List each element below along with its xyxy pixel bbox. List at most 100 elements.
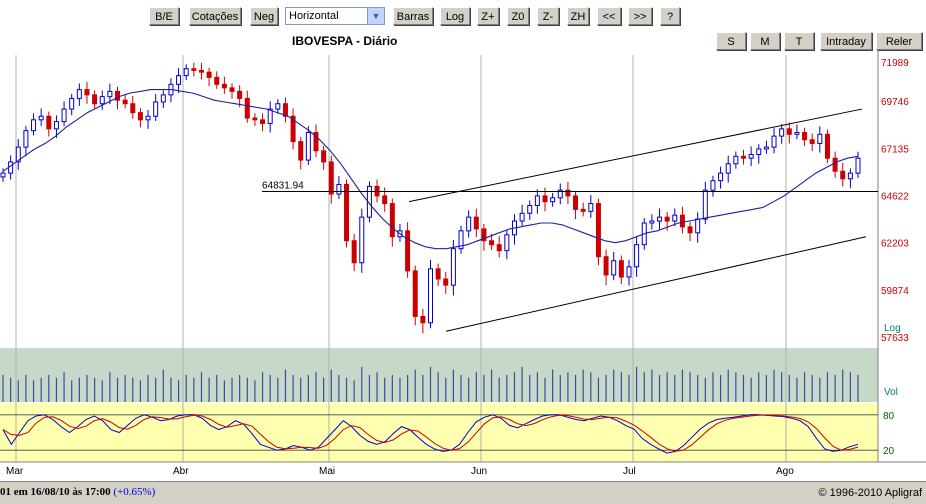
candle-body	[847, 172, 853, 180]
candle-body	[855, 157, 861, 174]
price-chart[interactable]: Mar Abr Mai Jun Jul Ago 71989 69746 67135 64622 62…	[0, 50, 926, 481]
candle-body	[69, 97, 75, 110]
candle-body	[489, 240, 495, 246]
candle-body	[176, 75, 182, 85]
candle-body	[244, 97, 250, 119]
candle-body	[428, 268, 433, 324]
candle-body	[92, 94, 98, 105]
candle-body	[15, 146, 21, 163]
channel-lower-line	[445, 236, 867, 332]
candle-body	[198, 69, 204, 73]
candle-body	[46, 115, 52, 130]
candle-body	[504, 234, 510, 252]
oscillator-tick-label: 20	[883, 446, 895, 457]
candle-body	[725, 163, 731, 174]
neg-button[interactable]: Neg	[250, 7, 278, 25]
month-label: Mar	[6, 466, 24, 477]
candle-body	[779, 128, 785, 137]
candle-body	[53, 121, 59, 130]
candle-body	[435, 268, 441, 280]
scroll-left-button[interactable]: <<	[597, 7, 621, 25]
candle-body	[237, 90, 243, 99]
candle-body	[252, 117, 258, 121]
candle-body	[122, 99, 128, 105]
orientation-select[interactable]: Horizontal ▼	[285, 7, 385, 25]
candle-body	[519, 212, 525, 222]
stochastic-d-line	[2, 414, 859, 452]
period-s-button[interactable]: S	[716, 32, 746, 50]
zoom-reset-button[interactable]: Z0	[507, 7, 529, 25]
price-tick-label: 59874	[881, 286, 909, 297]
candle-body	[282, 103, 288, 117]
log-button[interactable]: Log	[440, 7, 470, 25]
price-tick-label: 69746	[881, 97, 909, 108]
candle-body	[817, 133, 823, 144]
candle-body	[137, 112, 143, 121]
candle-body	[321, 150, 327, 163]
candle-body	[679, 214, 685, 228]
candle-body	[626, 266, 632, 278]
month-label: Mai	[319, 466, 335, 477]
candle-body	[160, 94, 166, 103]
candle-body	[191, 68, 197, 71]
candle-body	[748, 153, 754, 159]
oscillator-panel	[0, 403, 878, 462]
cotacoes-button[interactable]: Cotações	[189, 7, 241, 25]
candle-body	[611, 260, 617, 276]
moving-average-line	[2, 89, 859, 250]
barras-button[interactable]: Barras	[393, 7, 433, 25]
candle-body	[275, 103, 281, 110]
candle-body	[634, 244, 640, 268]
candle-body	[420, 315, 426, 324]
be-button[interactable]: B/E	[149, 7, 179, 25]
scroll-right-button[interactable]: >>	[628, 7, 652, 25]
help-button[interactable]: ?	[660, 7, 680, 25]
zoom-in-button[interactable]: Z+	[477, 7, 499, 25]
period-m-button[interactable]: M	[750, 32, 780, 50]
status-bar: 01 em 16/08/10 às 17:00 (+0.65%) © 1996-…	[0, 481, 926, 504]
candle-body	[351, 240, 357, 264]
month-label: Jul	[623, 466, 636, 477]
candle-body	[130, 103, 136, 114]
month-label: Jun	[471, 466, 487, 477]
candle-body	[206, 71, 212, 78]
candle-body	[229, 87, 235, 92]
candle-body	[84, 89, 90, 96]
candle-body	[565, 189, 571, 197]
candle-body	[23, 130, 29, 148]
candle-body	[412, 270, 418, 317]
channel-upper-line	[408, 108, 863, 203]
candle-body	[534, 195, 540, 207]
zoom-out-button[interactable]: Z-	[537, 7, 559, 25]
candle-body	[496, 244, 502, 252]
candle-body	[618, 260, 624, 278]
candle-body	[183, 68, 189, 77]
candle-body	[313, 131, 319, 152]
candle-body	[260, 119, 266, 124]
intraday-button[interactable]: Intraday	[820, 32, 872, 50]
candle-body	[710, 180, 716, 191]
candle-body	[450, 248, 456, 286]
candle-body	[695, 218, 701, 234]
candle-body	[595, 203, 601, 258]
candle-body	[76, 89, 82, 99]
oscillator-tick-label: 80	[883, 411, 895, 422]
candle-body	[657, 216, 663, 222]
candle-body	[687, 226, 693, 234]
candle-body	[702, 189, 708, 220]
period-t-button[interactable]: T	[784, 32, 814, 50]
zoom-h-button[interactable]: ZH	[567, 7, 589, 25]
status-quote: 01 em 16/08/10 às 17:00 (+0.65%)	[0, 486, 156, 498]
candle-body	[588, 203, 594, 212]
candle-body	[153, 101, 159, 117]
candle-body	[61, 108, 67, 123]
chevron-down-icon[interactable]: ▼	[367, 8, 384, 24]
candle-body	[832, 157, 838, 172]
candle-body	[580, 208, 586, 212]
reler-button[interactable]: Reler	[876, 32, 922, 50]
chart-title: IBOVESPA - Diário	[292, 34, 398, 48]
candle-body	[557, 189, 563, 199]
candle-body	[405, 230, 411, 272]
candle-body	[473, 216, 479, 230]
copyright-text: © 1996-2010 Apligraf	[818, 487, 922, 499]
